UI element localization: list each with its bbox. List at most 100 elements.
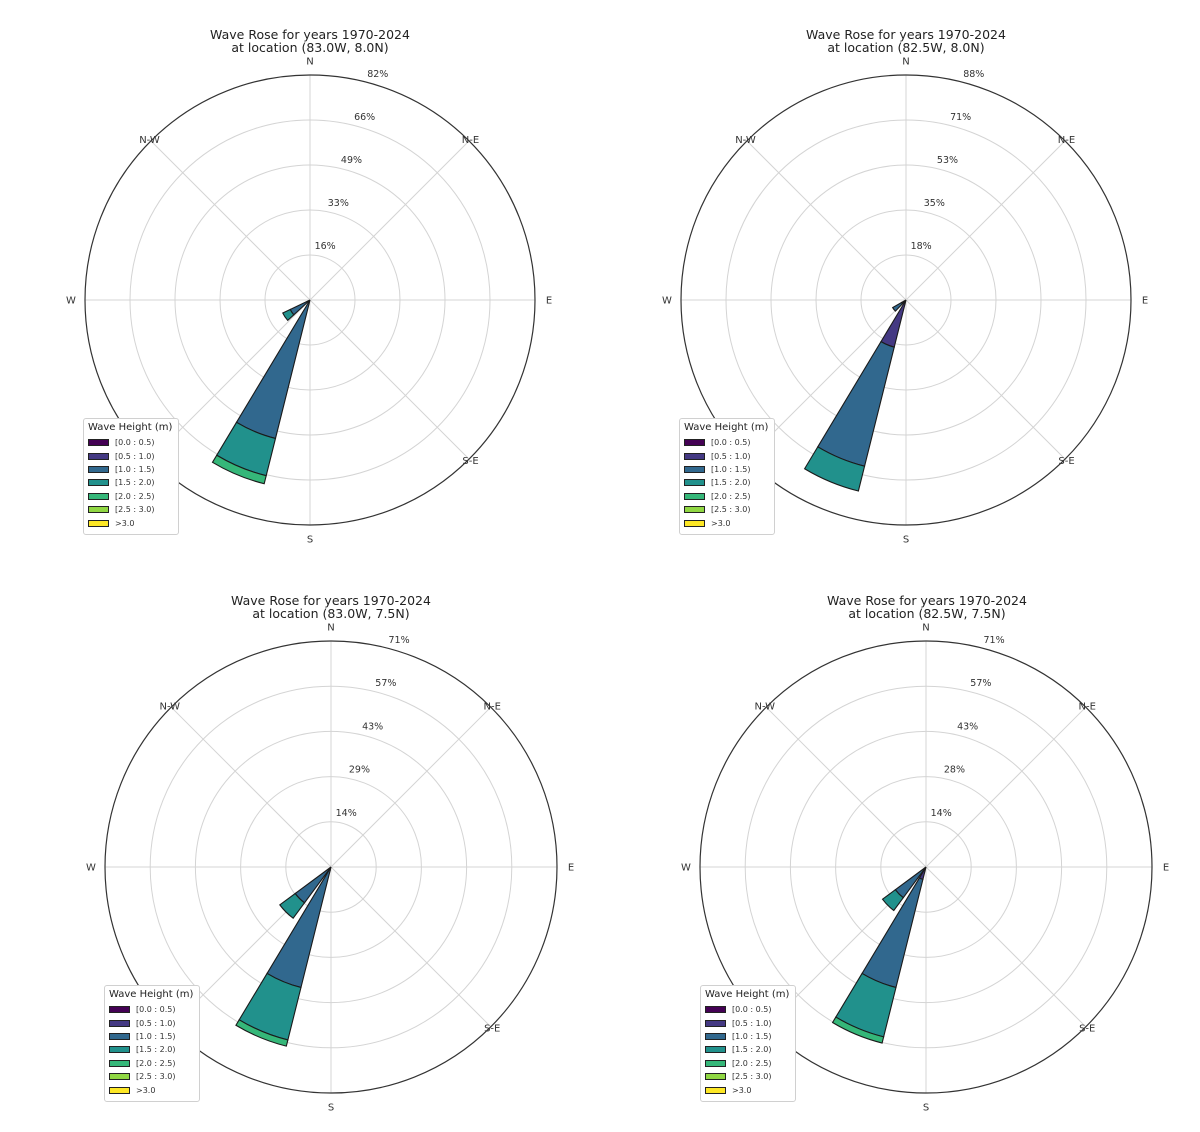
- legend-swatch: [684, 506, 705, 514]
- direction-label: S: [923, 1103, 929, 1114]
- direction-label: S: [328, 1103, 334, 1114]
- legend-swatch: [684, 519, 705, 527]
- direction-label: N-W: [139, 135, 160, 146]
- legend-swatch: [684, 452, 705, 460]
- direction-label: N-W: [735, 135, 756, 146]
- legend-swatch: [88, 452, 109, 460]
- grid-spoke: [170, 706, 332, 868]
- grid-spoke: [905, 140, 1066, 301]
- grid-spoke: [765, 706, 927, 868]
- legend-item: [0.5 : 1.0): [88, 449, 172, 462]
- legend-swatch: [705, 1086, 726, 1094]
- legend-label: [0.0 : 0.5): [115, 438, 155, 448]
- wave-rose-chart: 16% 33% 49% 66% 82% N N-E E S-E S W N-W: [66, 57, 552, 546]
- legend-label: [1.0 : 1.5): [136, 1031, 176, 1041]
- legend-label: >3.0: [711, 518, 731, 528]
- direction-label: N: [327, 623, 334, 634]
- legend-label: [2.0 : 2.5): [115, 491, 155, 501]
- direction-label: W: [86, 863, 96, 874]
- petal-segment: [235, 299, 311, 440]
- grid-spoke: [309, 140, 470, 301]
- direction-label: N-W: [159, 701, 180, 712]
- grid-spoke: [905, 299, 1066, 460]
- legend-item: [2.5 : 3.0): [88, 503, 172, 516]
- legend: Wave Height (m) [0.0 : 0.5) [0.5 : 1.0) [1…: [700, 985, 797, 1102]
- radial-tick-label: 14%: [336, 808, 357, 819]
- legend-swatch: [705, 1019, 726, 1027]
- direction-label: W: [66, 296, 76, 307]
- radial-tick-label: 35%: [924, 198, 945, 209]
- radial-tick-label: 53%: [937, 155, 958, 166]
- legend-label: [0.0 : 0.5): [732, 1005, 772, 1015]
- outer-circle: [104, 640, 558, 1094]
- direction-label: N-E: [484, 701, 501, 712]
- direction-label: E: [568, 863, 574, 874]
- wave-rose-chart: 18% 35% 53% 71% 88% N N-E E S-E S W N-W: [662, 57, 1148, 546]
- chart-title-line2: at location (82.5W, 7.5N): [848, 606, 1006, 621]
- radial-tick-label: 66%: [354, 112, 375, 123]
- chart-title-line1: Wave Rose for years 1970-2024: [806, 27, 1006, 42]
- direction-label: S-E: [1058, 456, 1074, 467]
- legend-label: [0.0 : 0.5): [711, 438, 751, 448]
- radial-tick-label: 88%: [963, 69, 984, 80]
- legend-swatch: [109, 1046, 130, 1054]
- direction-label: N-W: [754, 701, 775, 712]
- legend-swatch: [109, 1086, 130, 1094]
- direction-label: E: [1142, 296, 1148, 307]
- radial-tick-label: 14%: [931, 808, 952, 819]
- petal-segment: [282, 308, 295, 322]
- direction-label: S: [903, 535, 909, 546]
- legend-label: >3.0: [732, 1085, 752, 1095]
- legend-swatch: [88, 506, 109, 514]
- legend-item: [2.0 : 2.5): [109, 1057, 193, 1070]
- legend-swatch: [109, 1032, 130, 1040]
- legend-swatch: [705, 1046, 726, 1054]
- legend-swatch: [88, 439, 109, 447]
- legend-swatch: [705, 1006, 726, 1014]
- legend-item: [1.0 : 1.5): [88, 463, 172, 476]
- radial-tick-label: 71%: [389, 635, 410, 646]
- legend-item: [0.5 : 1.0): [684, 449, 768, 462]
- legend-label: [2.5 : 3.0): [136, 1072, 176, 1082]
- radial-tick-label: 29%: [349, 765, 370, 776]
- direction-label: S-E: [462, 456, 478, 467]
- direction-label: N: [922, 623, 929, 634]
- legend-swatch: [88, 492, 109, 500]
- legend-item: [2.0 : 2.5): [684, 490, 768, 503]
- grid-spoke: [746, 140, 907, 301]
- legend-item: [1.5 : 2.0): [109, 1043, 193, 1056]
- petal-segment: [831, 1016, 885, 1044]
- legend-item: [1.5 : 2.0): [705, 1043, 789, 1056]
- legend-item: [0.5 : 1.0): [109, 1016, 193, 1029]
- direction-label: E: [1163, 863, 1169, 874]
- legend-label: [1.0 : 1.5): [732, 1031, 772, 1041]
- legend-item: [2.0 : 2.5): [705, 1057, 789, 1070]
- wave-rose-panel-3: Wave Rose for years 1970-2024 at locatio…: [0, 566, 600, 1132]
- legend-label: [1.0 : 1.5): [711, 464, 751, 474]
- legend-swatch: [88, 479, 109, 487]
- grid-spoke: [330, 866, 492, 1028]
- grid-spoke: [309, 299, 470, 460]
- legend-item: >3.0: [109, 1083, 193, 1096]
- direction-label: N-E: [1079, 701, 1096, 712]
- direction-label: N-E: [462, 135, 479, 146]
- petal-segment: [279, 892, 306, 919]
- chart-title: Wave Rose for years 1970-2024 at locatio…: [10, 28, 610, 54]
- legend-item: [1.0 : 1.5): [109, 1030, 193, 1043]
- radial-tick-label: 18%: [911, 241, 932, 252]
- radial-tick-label: 43%: [957, 721, 978, 732]
- legend-swatch: [109, 1006, 130, 1014]
- legend-swatch: [684, 465, 705, 473]
- chart-title-line2: at location (82.5W, 8.0N): [827, 40, 985, 55]
- direction-label: S-E: [1079, 1024, 1095, 1035]
- legend-swatch: [109, 1073, 130, 1081]
- legend-label: [0.5 : 1.0): [136, 1018, 176, 1028]
- wave-rose-panel-4: Wave Rose for years 1970-2024 at locatio…: [600, 566, 1200, 1132]
- wave-rose-panel-2: Wave Rose for years 1970-2024 at locatio…: [600, 0, 1200, 566]
- direction-label: S: [307, 535, 313, 546]
- legend-title: Wave Height (m): [109, 989, 194, 1000]
- grid-spoke: [925, 866, 1087, 1028]
- legend-label: [2.0 : 2.5): [732, 1058, 772, 1068]
- direction-label: S-E: [484, 1024, 500, 1035]
- radial-tick-label: 33%: [328, 198, 349, 209]
